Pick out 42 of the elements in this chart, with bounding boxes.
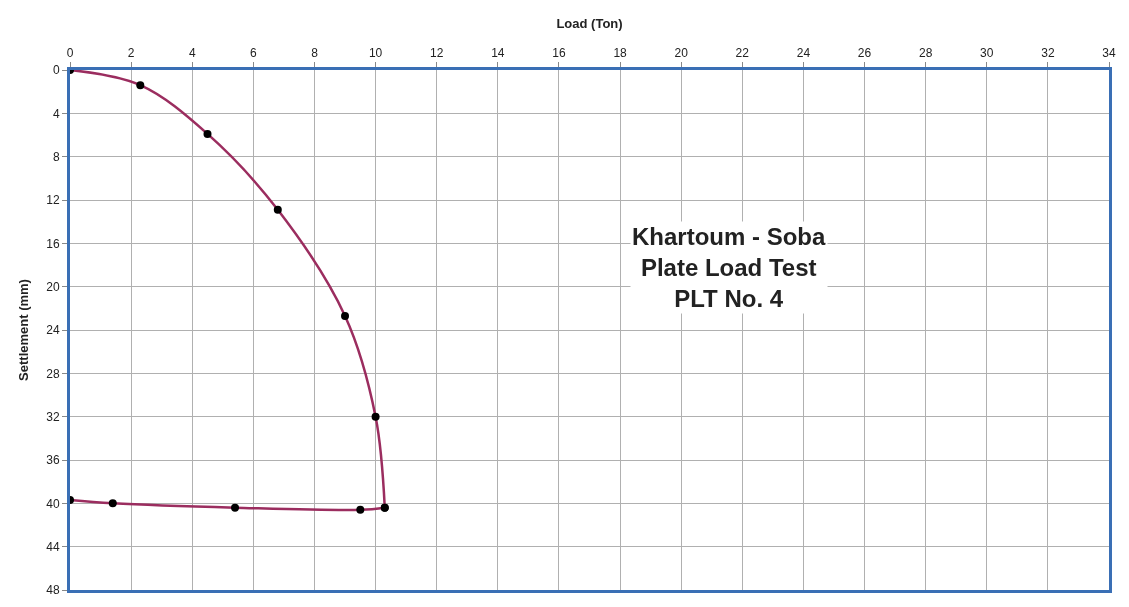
x-axis-title: Load (Ton): [556, 16, 623, 32]
x-tick-label: 22: [735, 46, 750, 61]
point: [273, 205, 282, 214]
point: [136, 81, 145, 90]
x-tick-label: 10: [368, 46, 383, 61]
x-tick-label: 26: [857, 46, 872, 61]
y-tick-label: 16: [46, 236, 60, 251]
x-tick-label: 34: [1102, 46, 1116, 61]
point: [203, 129, 212, 138]
x-tick-label: 8: [311, 46, 319, 61]
x-tick-label: 6: [250, 46, 258, 61]
x-tick-label: 16: [552, 46, 566, 61]
point: [108, 499, 117, 508]
x-tick-label: 30: [980, 46, 994, 61]
point: [341, 311, 350, 320]
x-tick-label: 32: [1041, 46, 1055, 61]
annotation: Khartoum - Soba Plate Load Test PLT No. 4: [632, 223, 826, 313]
x-tick-label: 14: [491, 46, 505, 61]
y-tick-label: 44: [46, 539, 60, 554]
x-tick-label: 4: [188, 46, 196, 61]
y-tick-label: 28: [46, 366, 60, 381]
x-tick-label: 2: [127, 46, 135, 61]
y-tick-label: 12: [46, 193, 60, 208]
x-tick-label: 18: [613, 46, 628, 61]
x-tick-label: 24: [796, 46, 811, 61]
y-tick-label: 32: [46, 409, 60, 424]
y-tick-label: 0: [52, 63, 60, 78]
point: [356, 505, 365, 514]
x-tick-label: 20: [674, 46, 689, 61]
y-tick-label: 36: [46, 453, 60, 468]
y-tick-label: 20: [46, 279, 60, 294]
y-tick-label: 8: [52, 149, 60, 164]
y-axis-title: Settlement (mm): [16, 279, 32, 381]
y-tick-label: 24: [46, 323, 60, 338]
y-tick-label: 40: [46, 496, 60, 511]
x-tick-label: 12: [430, 46, 444, 61]
point: [371, 412, 380, 421]
y-tick-label: 4: [52, 106, 60, 121]
point: [231, 503, 240, 512]
y-tick-label: 48: [46, 583, 60, 598]
x-tick-label: 28: [918, 46, 933, 61]
x-tick-label: 0: [66, 46, 74, 61]
